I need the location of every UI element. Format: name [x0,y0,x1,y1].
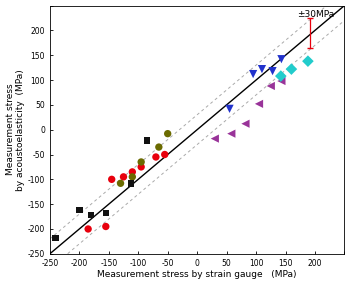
Point [256,101,262,106]
Point [121,175,126,179]
Point [53,236,58,240]
Point [212,136,218,141]
Point [103,211,108,215]
Point [109,177,114,182]
Point [128,181,134,186]
Point [259,67,265,71]
Point [250,72,256,76]
Point [305,59,311,64]
X-axis label: Measurement stress by strain gauge   (MPa): Measurement stress by strain gauge (MPa) [97,270,297,280]
Text: ±30MPa: ±30MPa [297,10,335,19]
Point [279,57,284,62]
Point [268,84,274,88]
Point [270,69,275,73]
Point [138,160,144,164]
Point [165,131,170,136]
Point [289,67,294,71]
Y-axis label: Measurement stress
by acoustoelasticity  (MPa): Measurement stress by acoustoelasticity … [6,69,25,191]
Point [162,152,168,157]
Point [243,121,248,126]
Point [130,170,135,174]
Point [85,227,91,231]
Point [88,213,94,217]
Point [279,79,284,83]
Point [130,175,135,179]
Point [138,165,144,169]
Point [153,155,159,159]
Point [144,138,150,143]
Point [227,107,232,111]
Point [156,145,162,149]
Point [77,208,82,212]
Point [118,181,123,186]
Point [229,131,234,136]
Point [278,74,284,78]
Point [103,224,108,229]
